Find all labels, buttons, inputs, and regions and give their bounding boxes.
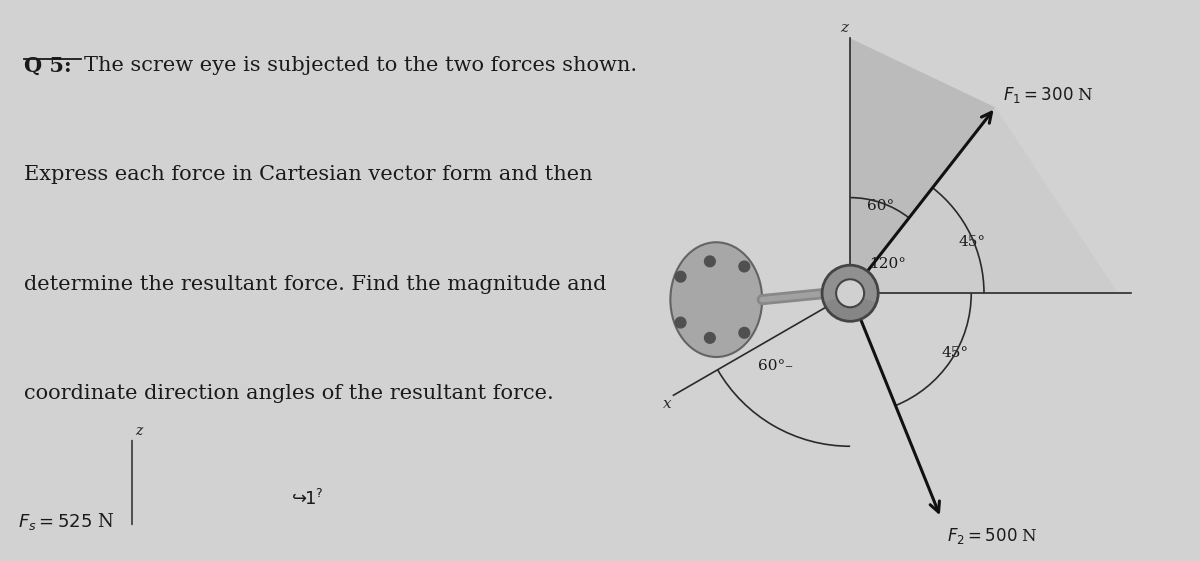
Text: z: z bbox=[840, 21, 848, 35]
Circle shape bbox=[739, 328, 750, 338]
Text: 60°: 60° bbox=[868, 199, 894, 213]
Wedge shape bbox=[823, 293, 876, 321]
Text: 45°: 45° bbox=[959, 235, 986, 249]
Text: determine the resultant force. Find the magnitude and: determine the resultant force. Find the … bbox=[24, 275, 606, 294]
Polygon shape bbox=[850, 38, 995, 293]
Text: 120°: 120° bbox=[869, 257, 906, 271]
Text: $\hookrightarrow\!\!1^?$: $\hookrightarrow\!\!1^?$ bbox=[288, 489, 324, 509]
Polygon shape bbox=[850, 107, 1118, 293]
Text: 45°: 45° bbox=[942, 346, 968, 360]
Circle shape bbox=[704, 256, 715, 266]
Text: $F_s = 525$ N: $F_s = 525$ N bbox=[18, 511, 115, 532]
Circle shape bbox=[676, 272, 686, 282]
Circle shape bbox=[676, 317, 686, 328]
Text: $F_1=300$ N: $F_1=300$ N bbox=[1003, 85, 1093, 105]
Circle shape bbox=[822, 265, 878, 321]
Circle shape bbox=[739, 261, 750, 272]
Ellipse shape bbox=[671, 242, 762, 357]
Text: x: x bbox=[664, 397, 672, 411]
Circle shape bbox=[704, 333, 715, 343]
Text: Q 5:: Q 5: bbox=[24, 56, 72, 76]
Text: coordinate direction angles of the resultant force.: coordinate direction angles of the resul… bbox=[24, 384, 553, 403]
Text: 60°–: 60°– bbox=[758, 358, 793, 373]
Text: The screw eye is subjected to the two forces shown.: The screw eye is subjected to the two fo… bbox=[84, 56, 637, 75]
Circle shape bbox=[836, 279, 864, 307]
Text: $F_2=500$ N: $F_2=500$ N bbox=[947, 526, 1038, 546]
Text: z: z bbox=[134, 424, 143, 438]
Text: Express each force in Cartesian vector form and then: Express each force in Cartesian vector f… bbox=[24, 165, 593, 185]
